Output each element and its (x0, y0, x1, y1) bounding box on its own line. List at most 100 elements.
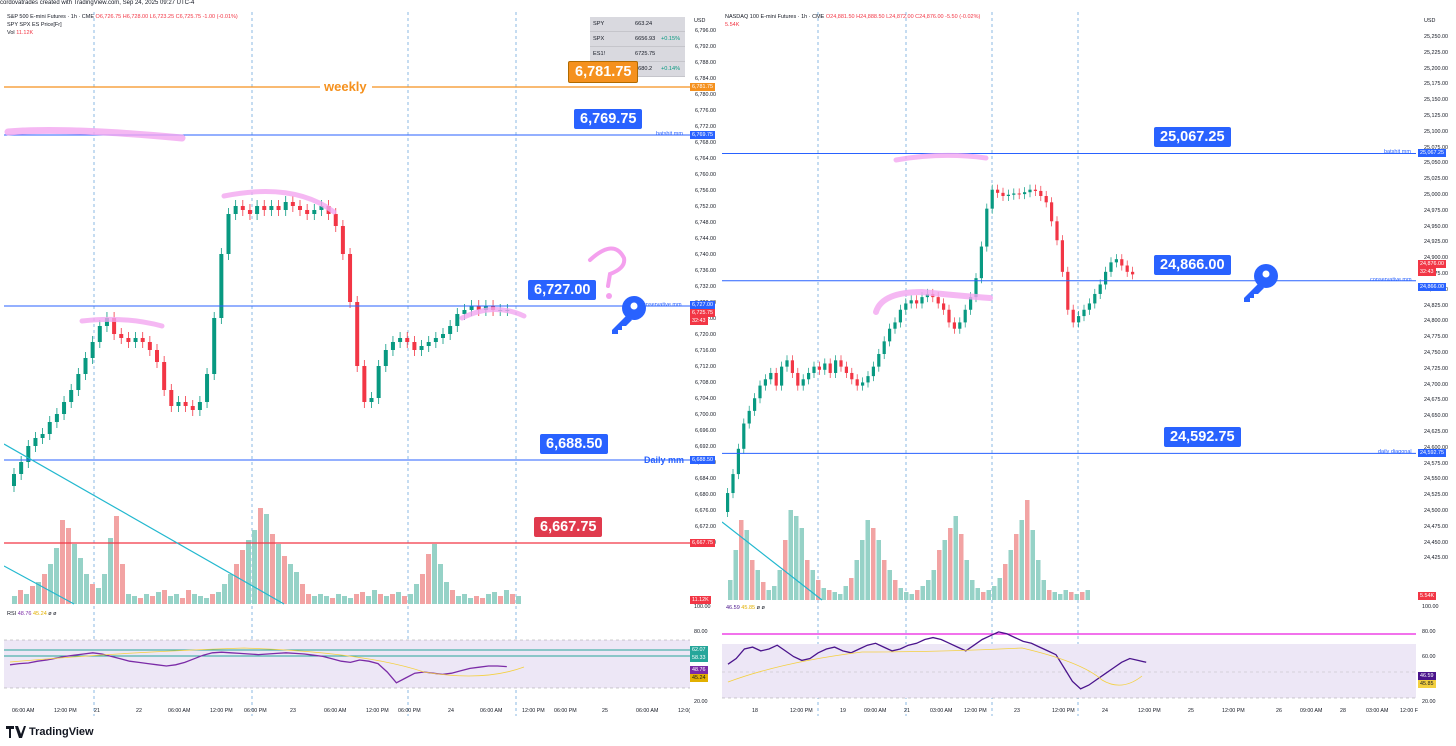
volume-bar (772, 586, 777, 600)
volume-bar (216, 592, 221, 604)
volume-bar (1074, 594, 1079, 600)
volume-bar (821, 588, 826, 600)
candle-body (839, 360, 843, 367)
right-chart-panel[interactable]: NASDAQ 100 E-mini Futures · 1h · CME O24… (722, 12, 1416, 716)
candle-body (974, 278, 978, 298)
rsi-axis-tag: 62.07 (690, 646, 708, 654)
volume-bar (959, 534, 964, 600)
rsi-zero: ø ø (756, 605, 765, 611)
candle-body (861, 382, 865, 386)
label-daily: Daily mm (644, 455, 685, 465)
volume-bar (1058, 594, 1063, 600)
price-tick: 24,925.00 (1424, 239, 1448, 246)
price-tick: 24,600.00 (1424, 444, 1448, 451)
price-tick: 25,100.00 (1424, 128, 1448, 135)
candle-body (26, 446, 31, 462)
candle-body (844, 366, 848, 373)
price-tick: 6,712.00 (695, 364, 716, 370)
candle-body (205, 374, 210, 402)
candle-body (785, 360, 789, 367)
right-vol-value: 5.54K (725, 22, 740, 28)
time-label: 12:00 PM (1138, 708, 1161, 714)
candle-body (33, 438, 38, 446)
candle-body (312, 210, 317, 214)
left-price-axis[interactable]: USD 6,796.00 6,792.00 6,788.00 6,784.00 6,78… (690, 12, 720, 716)
candle-body (476, 306, 481, 310)
volume-bar (865, 520, 870, 600)
candle-body (866, 376, 870, 383)
price-tick: 24,650.00 (1424, 413, 1448, 420)
price-tick: 24,475.00 (1424, 523, 1448, 530)
candle-body (726, 493, 730, 512)
rsi-line (727, 631, 1147, 690)
volume-bar (739, 520, 744, 600)
volume-bar (516, 596, 521, 604)
price-tick: 25,025.00 (1424, 176, 1448, 183)
volume-bar (126, 594, 131, 604)
rsi-value: 48.76 (17, 611, 32, 617)
volume-bar (931, 570, 936, 600)
volume-bar (162, 590, 167, 604)
rsi-tick: 60.00 (1422, 654, 1436, 660)
price-tick: 24,425.00 (1424, 555, 1448, 562)
candle-body (915, 300, 919, 304)
left-symbol[interactable]: S&P 500 E-mini Futures · 1h · CME (7, 14, 95, 20)
candle-body (176, 402, 181, 406)
highlight-scribble (893, 152, 989, 163)
volume-bar (198, 596, 203, 604)
volume-bar (48, 564, 53, 604)
table-row: SPY 663.24 (590, 17, 685, 32)
left-chart-panel[interactable]: S&P 500 E-mini Futures · 1h · CME O6,726… (4, 12, 690, 716)
key-icon-shaft (612, 316, 632, 334)
volume-bar (24, 594, 29, 604)
volume-bar (997, 578, 1002, 600)
volume-bar (920, 586, 925, 600)
candle-body (763, 379, 767, 386)
right-symbol[interactable]: NASDAQ 100 E-mini Futures · 1h · CME (725, 14, 825, 20)
candle-body (807, 372, 811, 380)
volume-bar (1052, 592, 1057, 600)
candle-body (1098, 284, 1102, 294)
table-symbol: ES1! (593, 51, 606, 57)
highlight-scribble (459, 306, 527, 321)
left-legend: S&P 500 E-mini Futures · 1h · CME O6,726… (7, 13, 238, 37)
time-label: 21 (904, 708, 910, 714)
price-tick: 6,780.00 (695, 92, 716, 98)
tradingview-logo[interactable]: TradingView (6, 726, 94, 738)
candle-body (1120, 259, 1124, 266)
time-label: 26 (1276, 708, 1282, 714)
axis-tag-conservative: 6,727.00 (690, 301, 715, 309)
volume-bar (102, 574, 107, 604)
time-label: 19 (840, 708, 846, 714)
volume-bar (860, 540, 865, 600)
right-price-chart[interactable] (722, 12, 1416, 716)
candle-body (262, 206, 267, 210)
candle-body (190, 406, 195, 410)
volume-bar (1069, 592, 1074, 600)
volume-bar (42, 574, 47, 604)
volume-bar (306, 594, 311, 604)
rsi-ma-value: 45.85 (741, 605, 756, 611)
time-label: 12:00 PM (522, 708, 545, 714)
key-icon-hole (1262, 270, 1270, 278)
price-tick: 6,704.00 (695, 396, 716, 402)
axis-tag-last: 24,876.00 (1418, 260, 1446, 269)
candle-body (898, 309, 902, 323)
volume-bar (981, 592, 986, 600)
price-tick: 6,676.00 (695, 508, 716, 514)
volume-bar (276, 544, 281, 604)
volume-bar (728, 580, 733, 600)
time-label: 03:00 AM (930, 708, 953, 714)
weekly-label: weekly (323, 79, 367, 94)
price-tick: 24,700.00 (1424, 381, 1448, 388)
right-price-axis[interactable]: USD 25,250.00 25,225.00 25,200.00 25,175.00… (1416, 12, 1456, 716)
volume-bar (54, 548, 59, 604)
left-price-chart[interactable]: weekly (4, 12, 690, 716)
candle-body (1087, 303, 1091, 310)
price-tick: 6,796.00 (695, 28, 716, 34)
axis-tag-daily: 6,688.50 (690, 456, 715, 464)
tradingview-wordmark: TradingView (29, 726, 94, 738)
volume-bar (854, 560, 859, 600)
volume-bar (843, 586, 848, 600)
volume-bar (882, 560, 887, 600)
